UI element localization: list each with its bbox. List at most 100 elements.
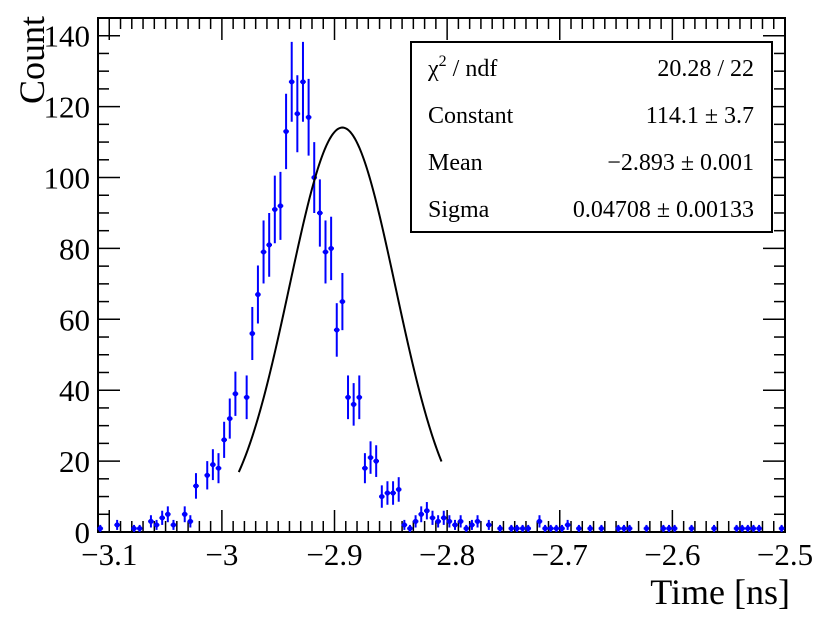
data-point: [756, 524, 762, 532]
data-point: [497, 524, 503, 532]
data-point: [745, 524, 751, 532]
x-axis-title: Time [ns]: [650, 572, 790, 612]
point-marker: [159, 515, 165, 521]
point-marker: [362, 465, 368, 471]
y-tick-label: 140: [44, 19, 91, 54]
data-point: [367, 441, 374, 474]
data-point: [452, 519, 458, 530]
stats-mean-label: Mean: [428, 150, 483, 176]
data-point: [114, 519, 120, 530]
data-point: [266, 212, 273, 277]
data-point: [317, 179, 323, 247]
point-marker: [615, 525, 621, 532]
point-marker: [322, 249, 329, 255]
data-point: [384, 481, 391, 505]
point-marker: [170, 522, 177, 528]
point-marker: [210, 462, 216, 468]
data-point: [615, 524, 622, 532]
point-marker: [548, 525, 554, 532]
data-point: [440, 510, 447, 525]
point-marker: [97, 525, 103, 532]
point-marker: [542, 525, 548, 532]
point-marker: [232, 391, 238, 397]
data-point: [395, 477, 402, 502]
point-marker: [660, 525, 666, 532]
point-marker: [255, 291, 261, 298]
point-marker: [153, 522, 160, 528]
point-marker: [536, 518, 543, 524]
point-marker: [356, 394, 362, 400]
data-point: [170, 519, 177, 530]
point-marker: [294, 111, 300, 117]
data-point: [255, 265, 261, 324]
data-point: [547, 524, 554, 532]
point-marker: [559, 525, 565, 532]
point-marker: [435, 518, 441, 524]
point-marker: [277, 203, 284, 209]
data-point: [576, 524, 582, 532]
data-point: [300, 41, 306, 122]
data-point: [778, 524, 785, 532]
point-marker: [429, 515, 436, 521]
x-tick-label: −2.9: [306, 537, 362, 572]
data-point: [187, 515, 194, 528]
data-point: [463, 524, 470, 532]
point-marker: [204, 472, 210, 478]
data-point: [193, 473, 199, 499]
point-marker: [688, 525, 695, 532]
data-point: [542, 524, 548, 532]
point-marker: [272, 206, 278, 213]
data-point: [294, 75, 301, 153]
data-point: [626, 524, 633, 532]
point-marker: [373, 458, 379, 464]
stats-chi2-value: 20.28 / 22: [657, 56, 754, 82]
data-point: [671, 524, 678, 532]
y-tick-label: 40: [59, 373, 90, 408]
x-tick-label: −3.1: [81, 537, 137, 572]
point-marker: [745, 525, 751, 532]
data-point: [345, 375, 351, 420]
point-marker: [306, 114, 312, 120]
point-marker: [756, 525, 762, 532]
stats-chi2-label: χ2 / ndf: [427, 53, 497, 82]
data-point: [243, 375, 250, 420]
data-point: [469, 519, 475, 530]
gaussian-fit-curve: [237, 126, 443, 473]
point-marker: [626, 525, 633, 532]
data-point: [136, 524, 143, 532]
point-marker: [221, 437, 227, 443]
stats-constant-label: Constant: [428, 103, 514, 129]
point-marker: [334, 327, 340, 333]
point-marker: [345, 394, 351, 400]
point-marker: [114, 522, 120, 528]
data-point: [519, 524, 526, 532]
data-point: [272, 175, 278, 244]
data-point: [525, 524, 532, 532]
data-point: [350, 383, 357, 426]
plot-frame: [97, 17, 786, 533]
stats-box-frame: [410, 41, 773, 233]
point-marker: [519, 525, 526, 532]
data-point: [232, 371, 239, 416]
stats-sigma-label: Sigma: [428, 197, 490, 223]
point-marker: [300, 79, 306, 85]
data-point: [553, 524, 560, 532]
data-point: [356, 375, 363, 420]
data-point: [221, 421, 227, 458]
data-point: [474, 515, 481, 528]
point-marker: [733, 525, 740, 532]
point-marker: [407, 525, 413, 532]
point-marker: [469, 522, 475, 528]
data-point: [621, 524, 627, 532]
point-marker: [412, 518, 419, 524]
data-point: [378, 485, 385, 508]
point-marker: [187, 518, 193, 524]
point-marker: [553, 525, 559, 532]
point-marker: [317, 210, 323, 216]
data-point: [333, 303, 340, 357]
y-tick-label: 120: [44, 90, 91, 125]
point-marker: [249, 330, 255, 337]
data-point: [204, 461, 211, 490]
data-point: [429, 510, 436, 525]
